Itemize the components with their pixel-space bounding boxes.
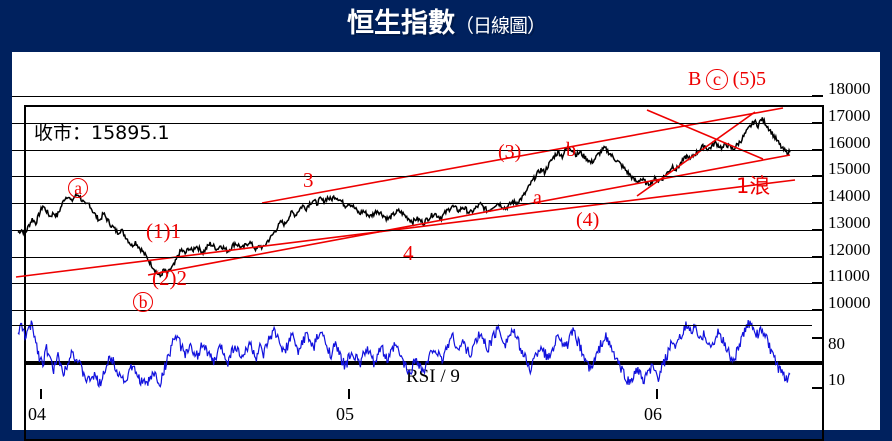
rsi-axis-tick [812,387,823,389]
price-gridline [12,230,812,231]
annotation-wave-4-paren: (4) [576,209,600,231]
annotation-wave-2-2: (2)2 [152,266,187,290]
annotation-wave-3: 3 [303,168,314,192]
price-axis-label: 16000 [828,133,871,152]
annotation-wave-a: a [68,178,89,199]
trendline-mid-channel [147,154,791,276]
rsi-indicator-label: RSI / 9 [406,366,460,387]
rsi-line [17,320,791,389]
page-title: 恒生指數（日線圖） [0,1,892,40]
annotation-wave-1-lang: 1浪 [736,174,771,198]
price-gridline [12,123,812,124]
price-axis-tick [812,175,823,177]
annotation-wave-b-c-5-5: B c (5)5 [688,68,766,91]
annotation-wave-b: b [133,292,154,313]
price-axis-label: 10000 [828,293,871,312]
price-axis-tick [812,256,823,258]
price-gridline [12,176,812,177]
rsi-axis-label: 80 [828,334,845,353]
price-gridline [12,150,812,151]
trendline-wave1-down [646,109,764,160]
price-axis-tick [812,202,823,204]
page-title-subtitle: （日線圖） [454,15,546,37]
annotation-wave-b-small: b [566,139,576,161]
title-bar: 恒生指數（日線圖） [0,0,892,44]
price-axis-label: 15000 [828,159,871,178]
annotation-wave-3-paren: (3) [498,141,522,163]
price-gridline [12,310,812,311]
x-axis-label: 04 [28,404,46,424]
x-axis-tick [40,389,42,399]
annotation-wave-4: 4 [403,241,414,265]
price-axis-tick [812,149,823,151]
price-axis-tick [812,309,823,311]
x-axis-tick [348,389,350,399]
page-title-main: 恒生指數 [346,8,455,39]
price-gridline [12,96,812,97]
price-axis-tick [812,282,823,284]
x-axis-tick [656,389,658,399]
trendline-lower-channel [15,179,796,278]
price-axis-label: 14000 [828,186,871,205]
price-gridline [12,203,812,204]
trendline-wave1-steep [636,111,756,197]
rsi-axis-tick [812,337,823,339]
price-axis-tick [812,122,823,124]
close-price-label: 收市：15895.1 [34,122,170,144]
price-axis-tick [812,229,823,231]
price-axis-label: 18000 [828,79,871,98]
rsi-gridline-80 [12,325,812,326]
annotation-wave-a-small: a [533,187,542,209]
price-gridline [12,257,812,258]
price-axis-label: 13000 [828,213,871,232]
rsi-series [17,320,791,389]
x-axis-label: 06 [644,404,662,424]
price-axis-tick [812,95,823,97]
price-axis-label: 17000 [828,106,871,125]
price-axis-label: 11000 [828,266,870,285]
price-axis-label: 12000 [828,240,871,259]
annotation-wave-1-1: (1)1 [146,219,181,243]
rsi-axis-label: 10 [828,370,845,389]
price-gridline [12,283,812,284]
x-axis-label: 05 [336,404,354,424]
